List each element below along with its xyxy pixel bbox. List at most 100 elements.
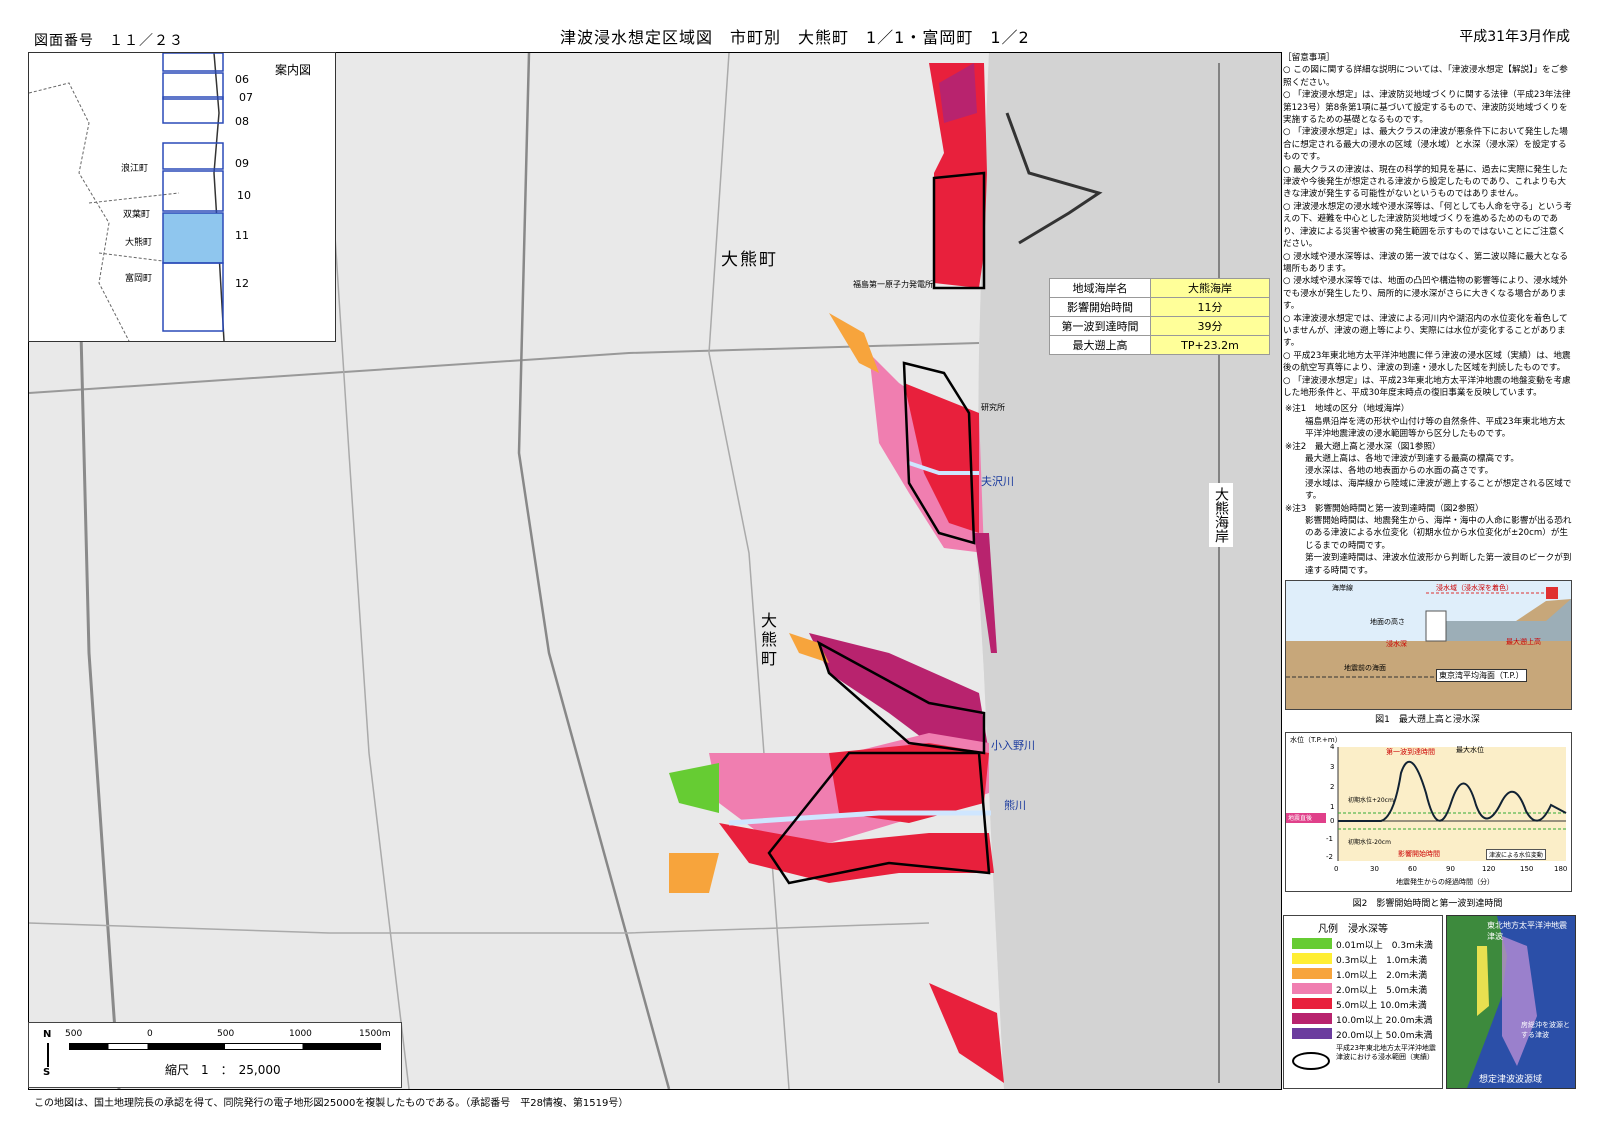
inundation-zone — [719, 823, 994, 883]
legend-swatch — [1292, 938, 1332, 949]
legend-item: 0.01m以上 0.3m未満 — [1292, 938, 1438, 951]
sea-area — [977, 53, 1281, 1089]
fig2-xtick: 120 — [1482, 865, 1496, 873]
legend-item: 1.0m以上 2.0m未満 — [1292, 968, 1438, 981]
fig2-tide-note: 津波による水位変動 — [1486, 849, 1546, 860]
figure-2-caption: 図2 影響開始時間と第一波到達時間 — [1352, 899, 1503, 909]
fig2-first-wave: 第一波到達時間 — [1386, 748, 1435, 756]
fig2-xtick: 180 — [1554, 865, 1568, 873]
fig2-ytick: -2 — [1326, 853, 1333, 861]
legend-panel: 凡例 浸水深等 0.01m以上 0.3m未満 0.3m以上 1.0m未満 1.0… — [1283, 915, 1443, 1089]
sheet-number: 06 — [235, 73, 249, 86]
fig2-xtick: 0 — [1334, 865, 1339, 873]
footnote: 浸水域は、海岸線から陸域に津波が遡上することが想定される区域です。 — [1305, 478, 1572, 502]
road — [29, 342, 980, 394]
inundation-zone — [669, 763, 719, 813]
footnote: ※注1 地域の区分（地域海岸） — [1285, 404, 1410, 415]
fig2-ytick: -1 — [1326, 835, 1333, 843]
note-item: ○ 「津波浸水想定」は、津波防災地域づくりに関する法律（平成23年法律第123号… — [1283, 90, 1571, 126]
legend-swatch — [1292, 998, 1332, 1009]
sheet-number: 12 — [235, 277, 249, 290]
fig1-coastline: 海岸線 — [1332, 584, 1353, 592]
inundation-zone — [929, 983, 1004, 1083]
legend-swatch — [1292, 953, 1332, 964]
notes-panel: ［留意事項］ ○ この図に関する詳細な説明については、「津波浸水想定【解説】」を… — [1283, 52, 1573, 576]
legend-swatch — [1292, 968, 1332, 979]
inundation-zone — [669, 853, 719, 893]
table-row: 地域海岸名 大熊海岸 — [1049, 278, 1270, 298]
fig1-datum: 東京湾平均海面（T.P.） — [1436, 669, 1527, 682]
footnote: 福島県沿岸を湾の形状や山付け等の自然条件、平成23年東北地方太平洋沖地震津波の浸… — [1305, 416, 1566, 440]
plant-label: 福島第一原子力発電所 — [853, 280, 933, 289]
table-row: 影響開始時間 11分 — [1049, 297, 1270, 317]
legend-item: 10.0m以上 20.0m未満 — [1292, 1013, 1438, 1026]
table-row: 最大遡上高 TP+23.2m — [1049, 335, 1270, 355]
scale-tick: 0 — [147, 1029, 153, 1039]
table-row: 第一波到達時間 39分 — [1049, 316, 1270, 336]
figure-2-chart: 水位（T.P.+m） 地震発生からの経過時間（分） 地震直後 第一波到達時間 最… — [1285, 732, 1572, 892]
fig1-depth: 浸水深 — [1386, 640, 1407, 648]
guide-map[interactable]: 案内図 06 07 08 09 10 11 12 浪江町 双葉町 大熊町 富岡町 — [28, 52, 336, 342]
fig1-inundation: 浸水域（浸水深を着色） — [1436, 584, 1513, 592]
river-label-osawa: 夫沢川 — [981, 475, 1014, 488]
scale-tick: 1000 — [289, 1029, 312, 1039]
note-item: ○ 津波浸水想定の浸水域や浸水深等は、「何としても人命を守る」という考えの下、避… — [1283, 201, 1572, 250]
road — [29, 922, 930, 934]
fig2-xtick: 150 — [1520, 865, 1534, 873]
record-outline — [932, 171, 986, 290]
fig2-xlabel: 地震発生からの経過時間（分） — [1396, 878, 1494, 886]
sheet-number: 09 — [235, 157, 249, 170]
sheet-number: 07 — [239, 91, 253, 104]
research-label: 研究所 — [981, 403, 1005, 412]
record-outline — [902, 361, 976, 545]
note-item: ○ この図に関する詳細な説明については、「津波浸水想定【解説】」をご参照ください… — [1283, 65, 1568, 88]
guide-map-canvas — [29, 53, 225, 341]
source-region-canvas — [1447, 916, 1575, 1088]
legend-swatch — [1292, 1013, 1332, 1024]
note-item: ○ 平成23年東北地方太平洋沖地震に伴う津波の浸水区域（実績）は、地震後の航空写… — [1283, 350, 1571, 374]
fig2-ytick: 3 — [1330, 763, 1335, 771]
footnote: 浸水深は、各地の地表面からの水面の高さです。 — [1305, 466, 1494, 477]
inundation-map[interactable]: 大熊町 大 熊 町 大熊海岸 夫沢川 小入野川 熊川 研究所 福島第一原子力発電… — [28, 52, 1282, 1090]
record-outline — [767, 751, 991, 885]
figure-1-canvas — [1286, 581, 1571, 709]
map-credit: この地図は、国土地理院長の承認を得て、同院発行の電子地形図25000を複製したも… — [34, 1098, 629, 1109]
fig2-xtick: 60 — [1408, 865, 1417, 873]
north-label: N — [43, 1029, 52, 1040]
scale-tick: 500 — [217, 1029, 235, 1039]
town-label-upper: 大熊町 — [721, 250, 778, 270]
fig2-plus20: 初期水位+20cm — [1348, 797, 1394, 804]
record-outline-icon — [1292, 1052, 1330, 1070]
scale-tick: 500 — [65, 1029, 83, 1039]
town-name: 浪江町 — [121, 164, 149, 174]
scale-bar — [69, 1043, 381, 1050]
note-item: ○ 本津波浸水想定では、津波による河川内や湖沼内の水位変化を着色していませんが、… — [1283, 313, 1568, 349]
legend-item: 0.3m以上 1.0m未満 — [1292, 953, 1438, 966]
note-item: ○ 「津波浸水想定」は、平成23年東北地方太平洋沖地震の地盤変動を考慮した地形条… — [1283, 375, 1571, 398]
notes-heading: ［留意事項］ — [1283, 53, 1335, 63]
source-region-map: 東北地方太平洋沖地震津波 房総沖を波源とする津波 想定津波波源域 — [1446, 915, 1576, 1089]
river-label-koirino: 小入野川 — [991, 739, 1035, 752]
created-date: 平成31年3月作成 — [1459, 29, 1570, 45]
inundation-zone — [974, 533, 997, 653]
fig2-max-level: 最大水位 — [1456, 746, 1484, 754]
footnote: 第一波到達時間は、津波水位波形から判断した第一波目のピークが到達する時間です。 — [1305, 553, 1572, 576]
footnote: 最大遡上高は、各地で津波が到達する最高の標高です。 — [1305, 454, 1519, 464]
legend-title: 凡例 浸水深等 — [1318, 924, 1388, 935]
footnote: 影響開始時間は、地震発生から、海岸・海中の人命に影響が出る恐れのある津波による水… — [1305, 516, 1572, 551]
inundation-zone — [829, 743, 989, 823]
source-label-mid: 房総沖を波源とする津波 — [1521, 1021, 1570, 1039]
note-item: ○ 浸水域や浸水深等では、地面の凸凹や構造物の影響等により、浸水域外でも浸水が発… — [1283, 276, 1568, 312]
sheet-number: 08 — [235, 115, 249, 128]
fig2-ytick: 4 — [1330, 743, 1335, 751]
fig2-minus20: 初期水位-20cm — [1348, 839, 1391, 846]
legend-item: 5.0m以上 10.0m未満 — [1292, 998, 1438, 1011]
river — [908, 461, 979, 475]
town-name: 富岡町 — [125, 274, 153, 284]
fig1-ground: 地面の高さ — [1370, 618, 1405, 626]
note-item: ○ 最大クラスの津波は、現在の科学的知見を基に、過去に実際に発生した津波や今後発… — [1283, 164, 1568, 200]
breakwater — [1005, 112, 1103, 245]
road — [328, 142, 410, 1089]
road — [517, 53, 671, 1089]
tsunami-info-table: 地域海岸名 大熊海岸 影響開始時間 11分 第一波到達時間 39分 最大遡上高 TP+2… — [1049, 278, 1270, 355]
